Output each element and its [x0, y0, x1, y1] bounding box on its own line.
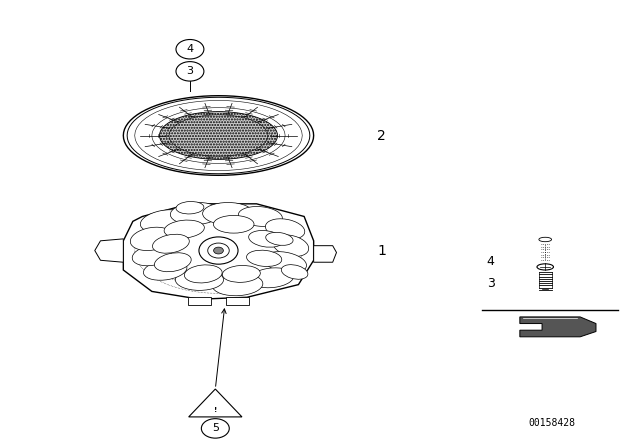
Text: !: ! — [214, 407, 217, 413]
Ellipse shape — [266, 233, 293, 246]
Circle shape — [176, 62, 204, 81]
Ellipse shape — [164, 220, 204, 238]
Circle shape — [176, 39, 204, 59]
Text: 2: 2 — [377, 129, 386, 142]
Circle shape — [208, 243, 229, 258]
Ellipse shape — [212, 273, 263, 296]
Ellipse shape — [246, 250, 282, 267]
Text: 4: 4 — [186, 44, 193, 54]
Ellipse shape — [131, 227, 173, 250]
Ellipse shape — [140, 210, 190, 233]
Ellipse shape — [249, 231, 284, 247]
Polygon shape — [124, 204, 314, 299]
Text: 4: 4 — [486, 255, 495, 268]
Ellipse shape — [176, 202, 204, 214]
Ellipse shape — [238, 207, 282, 226]
Text: 3: 3 — [486, 277, 495, 290]
Circle shape — [202, 419, 229, 438]
Polygon shape — [95, 239, 124, 262]
Ellipse shape — [539, 237, 552, 242]
Ellipse shape — [143, 260, 187, 280]
Polygon shape — [159, 112, 278, 159]
Text: 1: 1 — [377, 244, 386, 258]
Ellipse shape — [273, 235, 308, 256]
Ellipse shape — [152, 234, 189, 253]
Polygon shape — [124, 96, 314, 175]
Ellipse shape — [132, 245, 172, 266]
Ellipse shape — [175, 269, 223, 290]
Ellipse shape — [266, 219, 305, 240]
Text: 3: 3 — [186, 66, 193, 76]
Ellipse shape — [203, 202, 253, 224]
Text: 00158428: 00158428 — [528, 418, 575, 427]
Ellipse shape — [537, 264, 554, 270]
Ellipse shape — [282, 265, 308, 279]
Ellipse shape — [222, 266, 260, 282]
Polygon shape — [188, 297, 211, 305]
Polygon shape — [314, 246, 337, 262]
Circle shape — [214, 247, 223, 254]
Polygon shape — [226, 297, 249, 305]
Ellipse shape — [250, 268, 294, 288]
Polygon shape — [189, 389, 242, 417]
Ellipse shape — [213, 215, 254, 233]
Text: 5: 5 — [212, 423, 219, 433]
Circle shape — [199, 237, 238, 264]
Ellipse shape — [170, 202, 221, 225]
Ellipse shape — [184, 265, 222, 283]
Ellipse shape — [264, 252, 307, 273]
Ellipse shape — [154, 253, 191, 271]
Polygon shape — [520, 317, 596, 337]
